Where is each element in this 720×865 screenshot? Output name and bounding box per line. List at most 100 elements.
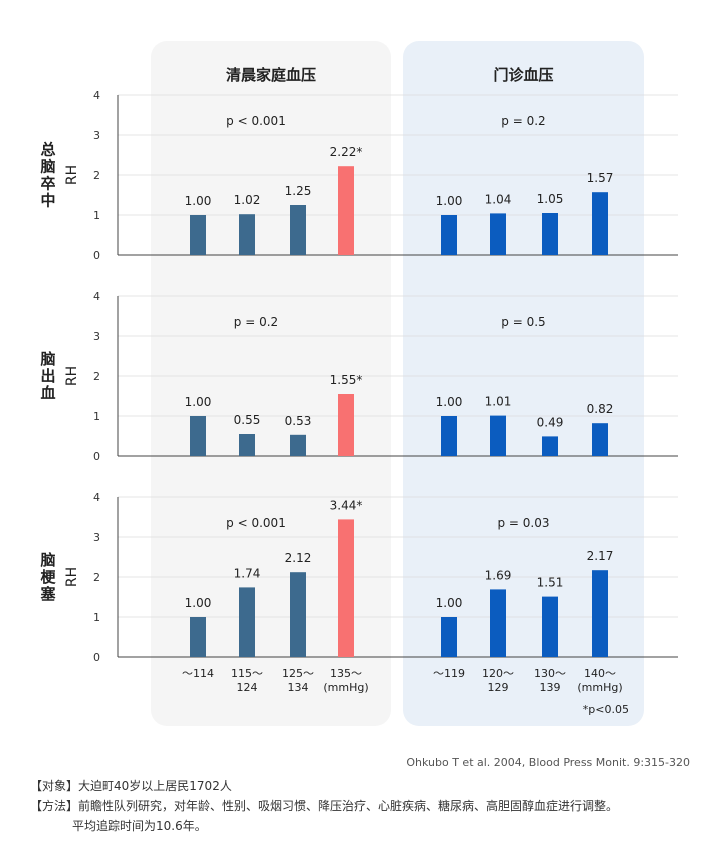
x-category-label: 124 — [237, 681, 258, 694]
bar-value-label: 1.74 — [234, 566, 261, 580]
x-category-label: 135～ — [330, 667, 362, 680]
bar — [190, 617, 206, 657]
bar-value-label: 0.55 — [234, 413, 261, 427]
y-axis-label: 脑 — [40, 158, 55, 176]
y-axis-label: 卒 — [40, 175, 55, 193]
p-value-label: p = 0.2 — [234, 315, 278, 329]
bar — [290, 434, 306, 456]
bar — [490, 589, 506, 657]
bar-value-label: 1.00 — [436, 596, 463, 610]
y-tick-label: 2 — [93, 571, 100, 584]
y-axis-label: 中 — [40, 192, 55, 210]
x-category-label: 134 — [288, 681, 309, 694]
y-axis-label: 出 — [40, 367, 55, 385]
x-category-label: (mmHg) — [577, 681, 622, 694]
bar-value-label: 1.04 — [485, 192, 512, 206]
significance-note: *p<0.05 — [583, 703, 629, 716]
y-tick-label: 1 — [93, 611, 100, 624]
subject-text: 大迫町40岁以上居民1702人 — [78, 779, 232, 793]
x-category-label: 140～ — [584, 667, 616, 680]
bar-value-label: 1.00 — [185, 194, 212, 208]
y-tick-label: 4 — [93, 491, 100, 504]
panel-title-2: 门诊血压 — [493, 66, 553, 84]
bar — [338, 166, 354, 255]
bar — [592, 570, 608, 657]
y-axis-label-unit: RH — [64, 366, 80, 386]
bar — [441, 416, 457, 456]
y-tick-label: 0 — [93, 249, 100, 262]
p-value-label: p = 0.2 — [501, 114, 545, 128]
bar-value-label: 1.55* — [330, 373, 363, 387]
bar-value-label: 1.57 — [587, 171, 614, 185]
bar-value-label: 1.00 — [185, 395, 212, 409]
y-tick-label: 1 — [93, 209, 100, 222]
x-category-label: 129 — [488, 681, 509, 694]
y-tick-label: 2 — [93, 169, 100, 182]
bar — [490, 213, 506, 255]
x-category-label: ～119 — [433, 667, 465, 680]
x-category-label: 115～ — [231, 667, 263, 680]
y-tick-label: 4 — [93, 89, 100, 102]
bar-value-label: 1.69 — [485, 568, 512, 582]
bar-value-label: 2.22* — [330, 145, 363, 159]
bar — [290, 205, 306, 255]
y-tick-label: 0 — [93, 450, 100, 463]
bar — [290, 572, 306, 657]
x-category-label: ～114 — [182, 667, 214, 680]
p-value-label: p = 0.03 — [497, 516, 549, 530]
y-tick-label: 1 — [93, 410, 100, 423]
subject-label: 【对象】 — [30, 779, 79, 793]
panel-background-2 — [403, 41, 644, 726]
bar — [441, 617, 457, 657]
method-text: 前瞻性队列研究，对年龄、性别、吸烟习惯、降压治疗、心脏疾病、糖尿病、高胆固醇血症… — [78, 799, 619, 813]
method-note-2: 平均追踪时间为10.6年。 — [72, 816, 207, 836]
bar — [592, 192, 608, 255]
bar-value-label: 0.49 — [537, 415, 564, 429]
bar-value-label: 2.12 — [285, 551, 312, 565]
bar-value-label: 1.01 — [485, 395, 512, 409]
bar-value-label: 2.17 — [587, 549, 614, 563]
x-category-label: 120～ — [482, 667, 514, 680]
bar — [441, 215, 457, 255]
y-tick-label: 2 — [93, 370, 100, 383]
panel-background-1 — [151, 41, 391, 726]
y-tick-label: 3 — [93, 129, 100, 142]
p-value-label: p = 0.5 — [501, 315, 545, 329]
bar — [490, 415, 506, 456]
y-axis-label-unit: RH — [64, 165, 80, 185]
bar — [239, 587, 255, 657]
y-axis-label: 脑 — [40, 350, 55, 368]
x-category-label: 139 — [540, 681, 561, 694]
bar-value-label: 1.02 — [234, 193, 261, 207]
bar-value-label: 0.53 — [285, 414, 312, 428]
bar — [542, 596, 558, 657]
bar-value-label: 1.00 — [436, 194, 463, 208]
y-tick-label: 3 — [93, 330, 100, 343]
x-category-label: 130～ — [534, 667, 566, 680]
y-tick-label: 0 — [93, 651, 100, 664]
bar — [190, 215, 206, 255]
y-tick-label: 4 — [93, 290, 100, 303]
method-text-2: 平均追踪时间为10.6年。 — [72, 819, 207, 833]
y-axis-label: 总 — [40, 141, 55, 159]
bar-value-label: 3.44* — [330, 498, 363, 512]
method-note: 【方法】前瞻性队列研究，对年龄、性别、吸烟习惯、降压治疗、心脏疾病、糖尿病、高胆… — [30, 796, 618, 816]
x-category-label: (mmHg) — [323, 681, 368, 694]
y-axis-label-unit: RH — [64, 567, 80, 587]
citation: Ohkubo T et al. 2004, Blood Press Monit.… — [406, 756, 690, 769]
bar — [239, 434, 255, 456]
p-value-label: p < 0.001 — [226, 114, 286, 128]
bar — [239, 214, 255, 255]
bar-value-label: 1.25 — [285, 184, 312, 198]
bar — [542, 436, 558, 456]
bar-value-label: 0.82 — [587, 402, 614, 416]
bar-value-label: 1.00 — [185, 596, 212, 610]
bar — [542, 213, 558, 255]
bar — [190, 416, 206, 456]
y-tick-label: 3 — [93, 531, 100, 544]
bar — [338, 394, 354, 456]
y-axis-label: 血 — [40, 384, 55, 402]
panel-title-1: 清晨家庭血压 — [226, 66, 316, 84]
x-category-label: 125～ — [282, 667, 314, 680]
bar — [338, 519, 354, 657]
